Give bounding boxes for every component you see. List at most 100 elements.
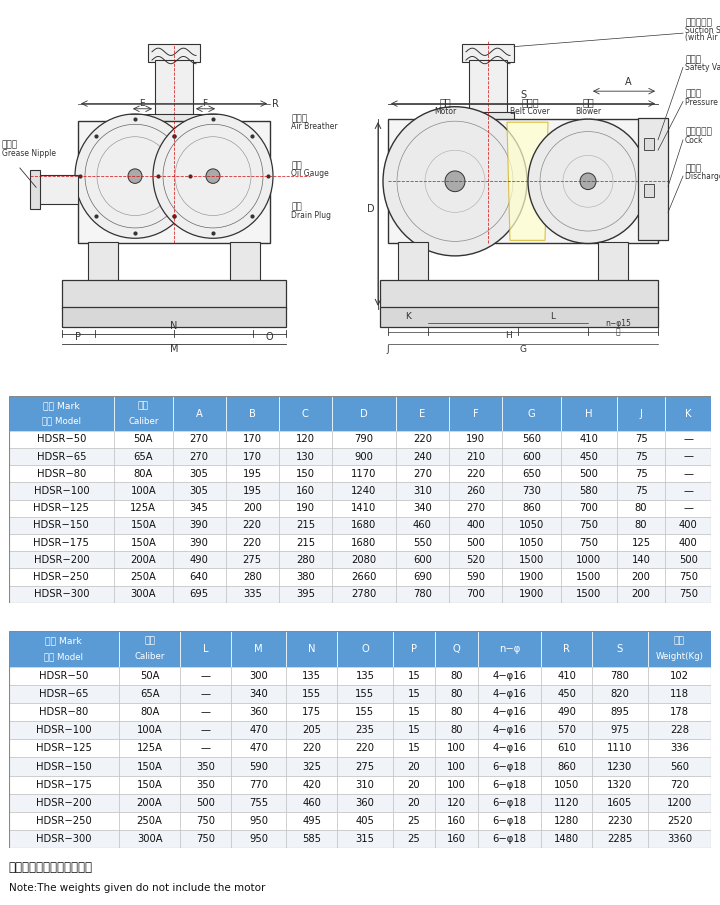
- Text: 150A: 150A: [130, 538, 156, 548]
- Bar: [392, 776, 435, 794]
- Text: 450: 450: [580, 452, 598, 462]
- Bar: [396, 465, 449, 482]
- Bar: [592, 812, 647, 830]
- Text: 270: 270: [413, 469, 432, 479]
- Text: R: R: [563, 643, 570, 654]
- Bar: [592, 667, 647, 685]
- Text: 型式 Model: 型式 Model: [42, 416, 81, 425]
- Text: 1050: 1050: [519, 520, 544, 530]
- Text: 1050: 1050: [519, 538, 544, 548]
- Bar: [279, 586, 332, 603]
- Text: 170: 170: [243, 452, 262, 462]
- Text: H: H: [505, 330, 511, 339]
- Text: 220: 220: [413, 434, 432, 444]
- Bar: [435, 830, 477, 848]
- Bar: [119, 830, 180, 848]
- Text: D: D: [360, 408, 368, 419]
- Bar: [225, 551, 279, 568]
- Bar: [9, 431, 114, 448]
- Text: 100: 100: [447, 779, 466, 790]
- Bar: [396, 568, 449, 586]
- Text: P: P: [75, 332, 81, 342]
- Text: 150: 150: [296, 469, 315, 479]
- Bar: [435, 631, 477, 667]
- Text: 155: 155: [356, 707, 374, 718]
- Text: 1680: 1680: [351, 520, 377, 530]
- Text: —: —: [201, 707, 210, 718]
- Text: 6−φ18: 6−φ18: [492, 834, 526, 844]
- Text: 460: 460: [302, 797, 321, 808]
- Text: 610: 610: [557, 743, 576, 754]
- Text: 风机: 风机: [582, 98, 594, 108]
- Text: 820: 820: [611, 689, 629, 700]
- Text: 345: 345: [189, 503, 209, 513]
- Bar: [38, 175, 78, 205]
- Text: 20: 20: [408, 761, 420, 772]
- Bar: [561, 396, 617, 431]
- Text: 1680: 1680: [351, 538, 377, 548]
- Text: Drain Plug: Drain Plug: [291, 211, 331, 220]
- Bar: [502, 482, 561, 500]
- Text: 1605: 1605: [607, 797, 633, 808]
- Text: 770: 770: [249, 779, 268, 790]
- Text: (with Air Filter): (with Air Filter): [685, 33, 720, 43]
- Text: 690: 690: [413, 572, 432, 582]
- Text: H: H: [585, 408, 593, 419]
- Text: n−φ: n−φ: [499, 643, 521, 654]
- Text: HDSR−50: HDSR−50: [37, 434, 86, 444]
- Text: 1320: 1320: [607, 779, 632, 790]
- Bar: [396, 551, 449, 568]
- Bar: [279, 534, 332, 551]
- Text: Note:The weights given do not include the motor: Note:The weights given do not include th…: [9, 883, 265, 893]
- Text: HDSR−175: HDSR−175: [36, 779, 91, 790]
- Bar: [180, 830, 231, 848]
- Bar: [449, 500, 502, 517]
- Text: Caliber: Caliber: [135, 653, 165, 662]
- Circle shape: [580, 173, 596, 189]
- Bar: [332, 448, 396, 465]
- Text: 450: 450: [557, 689, 576, 700]
- Bar: [592, 776, 647, 794]
- Text: 240: 240: [413, 452, 432, 462]
- Bar: [561, 534, 617, 551]
- Text: 80A: 80A: [134, 469, 153, 479]
- Text: 178: 178: [670, 707, 689, 718]
- Text: 15: 15: [408, 689, 420, 700]
- Text: 490: 490: [557, 707, 576, 718]
- Text: 口径: 口径: [138, 402, 149, 411]
- Text: 195: 195: [243, 486, 262, 496]
- Text: 80: 80: [635, 503, 647, 513]
- Text: Weight(Kg): Weight(Kg): [655, 653, 703, 662]
- Text: R: R: [272, 99, 279, 109]
- Text: 压力表: 压力表: [685, 90, 701, 99]
- Bar: [287, 667, 337, 685]
- Text: HDSR−200: HDSR−200: [36, 797, 91, 808]
- Bar: [617, 534, 665, 551]
- Bar: [502, 431, 561, 448]
- Bar: [225, 396, 279, 431]
- Bar: [392, 739, 435, 757]
- Bar: [435, 776, 477, 794]
- Bar: [665, 482, 711, 500]
- Text: 190: 190: [296, 503, 315, 513]
- Bar: [435, 757, 477, 776]
- Text: 6−φ18: 6−φ18: [492, 797, 526, 808]
- Bar: [561, 586, 617, 603]
- Bar: [287, 757, 337, 776]
- Bar: [435, 685, 477, 703]
- Bar: [9, 794, 119, 812]
- Bar: [114, 482, 173, 500]
- Bar: [665, 465, 711, 482]
- Bar: [231, 685, 287, 703]
- Text: 4−φ16: 4−φ16: [492, 707, 526, 718]
- Text: —: —: [201, 671, 210, 681]
- Text: HDSR−150: HDSR−150: [36, 761, 91, 772]
- Bar: [279, 431, 332, 448]
- Bar: [287, 685, 337, 703]
- Bar: [88, 243, 118, 281]
- Bar: [119, 812, 180, 830]
- Text: 6−φ18: 6−φ18: [492, 815, 526, 826]
- Bar: [231, 703, 287, 721]
- Bar: [230, 243, 260, 281]
- Text: Pressure Gauge: Pressure Gauge: [685, 98, 720, 107]
